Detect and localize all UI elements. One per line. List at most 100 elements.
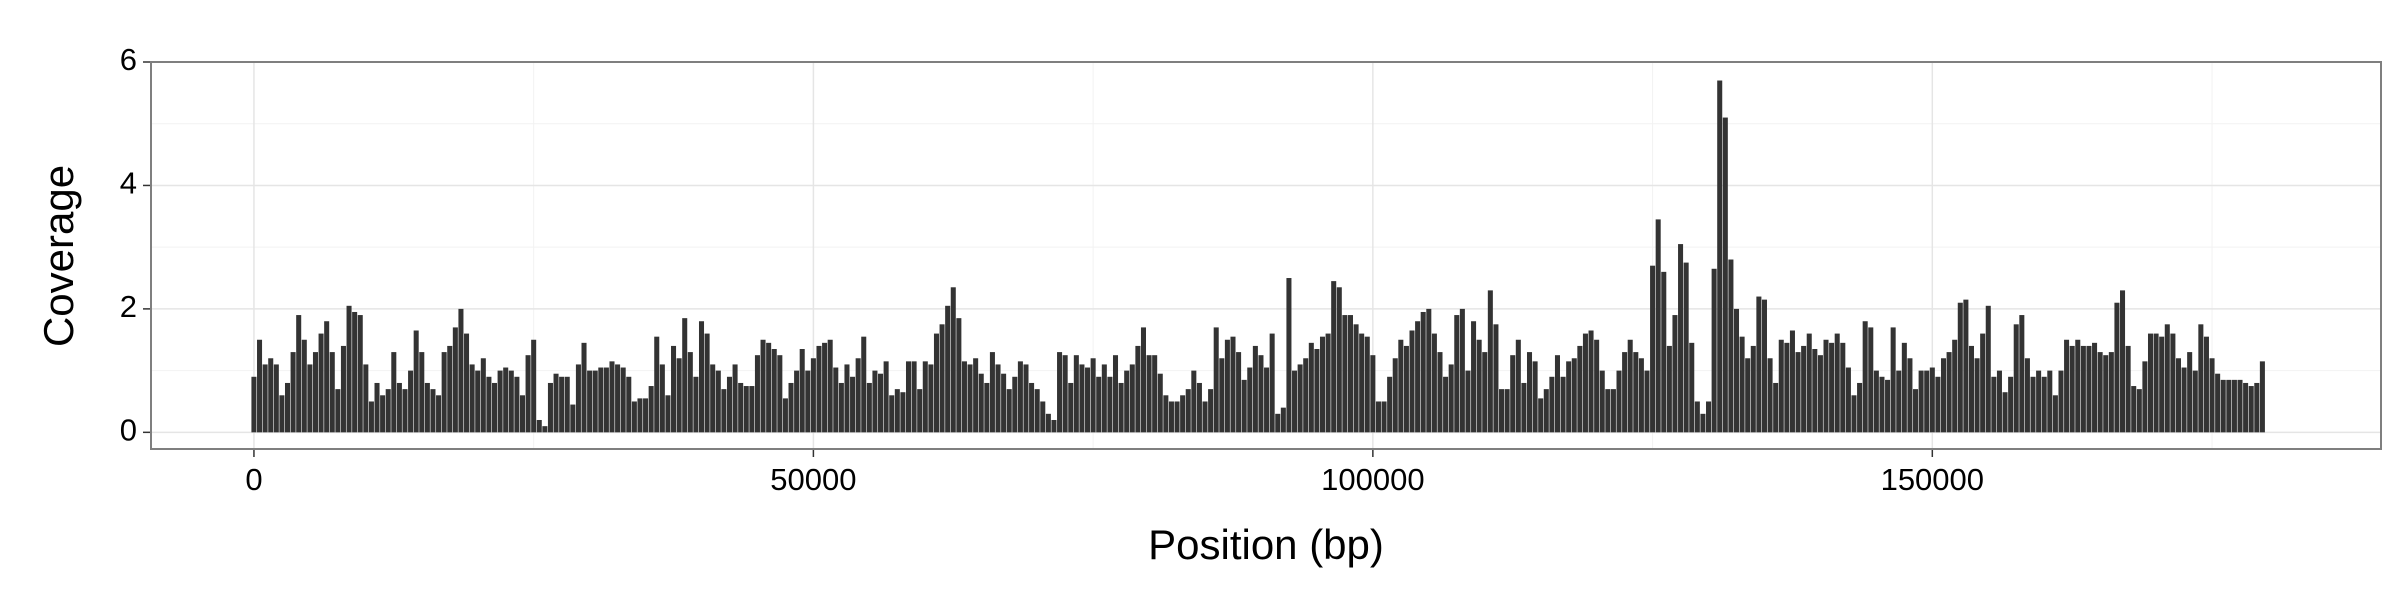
bar <box>587 370 593 433</box>
bar <box>1269 333 1275 433</box>
bar <box>1448 364 1454 433</box>
bar <box>1554 355 1560 433</box>
bar <box>1040 401 1046 433</box>
bar <box>1728 259 1734 433</box>
bar <box>363 364 369 433</box>
bar <box>872 370 878 433</box>
bar <box>1678 244 1684 433</box>
bar <box>279 395 285 433</box>
bar <box>2086 345 2092 433</box>
bar <box>1364 336 1370 433</box>
bar <box>950 287 956 433</box>
bar <box>1057 352 1063 433</box>
bar <box>1258 355 1264 433</box>
bar <box>2231 379 2237 433</box>
bar <box>2125 345 2131 433</box>
bar <box>262 364 268 433</box>
bar <box>1885 379 1891 433</box>
bar <box>1571 358 1577 433</box>
bar <box>1756 296 1762 433</box>
bar <box>1610 389 1616 433</box>
bar <box>1991 376 1997 433</box>
bar <box>850 376 856 433</box>
bar <box>1219 358 1225 433</box>
bar <box>1202 401 1208 433</box>
bar <box>2153 333 2159 433</box>
bar <box>2226 379 2232 433</box>
bar <box>1096 376 1102 433</box>
bar <box>1504 389 1510 433</box>
bar <box>1107 376 1113 433</box>
bar <box>536 419 542 433</box>
bar <box>1314 349 1320 433</box>
bar <box>1129 364 1135 433</box>
bar <box>2075 339 2081 433</box>
bar <box>620 367 626 433</box>
bar <box>2047 370 2053 433</box>
bar <box>687 352 693 433</box>
bar <box>2254 382 2260 433</box>
bar <box>2013 324 2019 433</box>
bar <box>324 321 330 433</box>
bar <box>659 364 665 433</box>
bar <box>1437 352 1443 433</box>
bar <box>1001 373 1007 433</box>
bar <box>1387 376 1393 433</box>
bar <box>760 339 766 433</box>
bar <box>1499 389 1505 433</box>
bar <box>1594 339 1600 433</box>
bar <box>581 342 587 433</box>
bar <box>1795 352 1801 433</box>
bar <box>721 389 727 433</box>
bar <box>945 305 951 433</box>
bar <box>1112 355 1119 433</box>
bar <box>1661 271 1667 433</box>
bar <box>1230 336 1236 433</box>
bar <box>419 352 425 433</box>
bar <box>514 376 520 433</box>
bar <box>1213 327 1219 433</box>
bar <box>1292 370 1298 433</box>
bar <box>1789 330 1795 433</box>
bar <box>693 376 699 433</box>
bar <box>715 370 721 433</box>
bar <box>1510 355 1516 433</box>
bar <box>1325 333 1331 433</box>
bar <box>1163 395 1169 433</box>
bar <box>1761 299 1767 433</box>
bar <box>1208 389 1214 433</box>
bar <box>2203 336 2209 433</box>
bar <box>1331 281 1337 433</box>
bar <box>273 364 279 433</box>
bar <box>827 339 833 433</box>
bar <box>1812 349 1818 433</box>
bar <box>564 376 570 433</box>
bar <box>615 364 621 433</box>
bar <box>441 352 447 433</box>
bar <box>2175 358 2181 433</box>
bar <box>961 361 967 433</box>
bar <box>1381 401 1387 433</box>
bar <box>1487 290 1493 433</box>
bar <box>374 382 380 433</box>
bar <box>2036 370 2042 433</box>
bar <box>346 305 352 433</box>
bar <box>631 401 637 433</box>
bar <box>626 376 632 433</box>
bar <box>1152 355 1158 433</box>
bar <box>301 339 307 433</box>
bar <box>766 342 772 433</box>
bar <box>1840 342 1846 433</box>
bar <box>307 364 313 433</box>
bar <box>402 389 408 433</box>
bar <box>1079 364 1085 433</box>
bar <box>251 376 257 433</box>
bar <box>1286 278 1292 433</box>
bar <box>1745 358 1751 433</box>
bar <box>782 398 788 433</box>
bar <box>1168 401 1174 433</box>
bar <box>491 382 498 433</box>
bar <box>1241 379 1247 433</box>
bar <box>2147 333 2154 433</box>
bar <box>357 315 363 433</box>
